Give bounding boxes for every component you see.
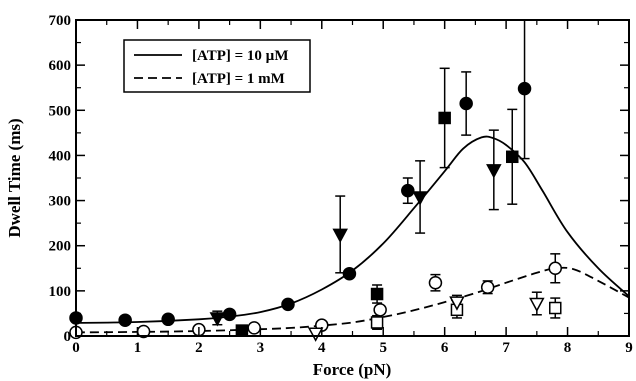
x-tick-label: 2 bbox=[195, 340, 203, 356]
filled-circle-marker bbox=[517, 81, 532, 96]
x-tick-labels: 0 1 2 3 4 5 6 7 8 9 bbox=[72, 340, 633, 356]
filled-circle-marker bbox=[401, 183, 415, 198]
filled-circle-marker bbox=[161, 312, 175, 327]
filled-triangle-marker bbox=[209, 312, 226, 327]
x-tick-label: 6 bbox=[441, 340, 449, 356]
y-tick-labels: 0 100 200 300 400 500 600 700 bbox=[49, 13, 72, 345]
x-tick-label: 8 bbox=[564, 340, 572, 356]
filled-square-marker bbox=[506, 150, 519, 164]
open-circle-marker bbox=[373, 303, 387, 317]
filled-triangle-marker bbox=[486, 164, 502, 179]
y-tick-label: 500 bbox=[49, 103, 72, 119]
filled-circle-marker bbox=[459, 96, 473, 111]
y-axis-title: Dwell Time (ms) bbox=[5, 118, 24, 237]
axis-ticks bbox=[75, 19, 630, 337]
open-triangle-marker bbox=[449, 296, 465, 311]
y-tick-label: 300 bbox=[49, 194, 72, 210]
open-square-marker bbox=[370, 316, 384, 329]
x-tick-label: 0 bbox=[72, 340, 80, 356]
open-circle-marker bbox=[548, 261, 563, 276]
x-tick-label: 3 bbox=[257, 340, 265, 356]
filled-circle-marker bbox=[281, 297, 295, 312]
x-tick-label: 4 bbox=[318, 340, 326, 356]
filled-triangle-marker bbox=[332, 228, 348, 244]
open-circle-marker bbox=[247, 321, 261, 335]
open-square-marker bbox=[549, 301, 562, 315]
open-triangle-marker bbox=[529, 297, 545, 313]
legend: [ATP] = 10 µM [ATP] = 1 mM bbox=[123, 39, 311, 93]
legend-box bbox=[123, 39, 311, 93]
filled-circle-marker bbox=[222, 307, 237, 322]
x-tick-label: 9 bbox=[625, 340, 633, 356]
filled-circle-marker bbox=[342, 266, 357, 281]
y-tick-label: 100 bbox=[49, 284, 72, 300]
fit-curve-10uM bbox=[75, 135, 630, 324]
filled-square-marker bbox=[370, 287, 384, 301]
filled-circle-marker bbox=[118, 313, 132, 327]
data-points bbox=[69, 81, 563, 342]
x-axis-title: Force (pN) bbox=[313, 360, 392, 379]
open-triangle-marker bbox=[307, 327, 324, 342]
y-tick-label: 400 bbox=[49, 148, 72, 164]
x-tick-label: 7 bbox=[502, 340, 510, 356]
y-tick-label: 600 bbox=[49, 58, 72, 74]
legend-label-1mM: [ATP] = 1 mM bbox=[192, 71, 285, 87]
filled-triangle-marker bbox=[412, 191, 428, 206]
fit-curves bbox=[75, 135, 630, 334]
filled-square-marker bbox=[235, 324, 249, 337]
open-circle-marker bbox=[428, 275, 443, 290]
x-tick-label: 1 bbox=[134, 340, 142, 356]
open-circle-marker bbox=[480, 280, 495, 294]
y-tick-label: 700 bbox=[49, 13, 72, 29]
legend-label-10uM: [ATP] = 10 µM bbox=[192, 48, 288, 64]
filled-square-marker bbox=[438, 111, 451, 125]
y-tick-label: 0 bbox=[64, 329, 72, 345]
x-tick-label: 5 bbox=[379, 340, 387, 356]
y-tick-label: 200 bbox=[49, 239, 72, 255]
